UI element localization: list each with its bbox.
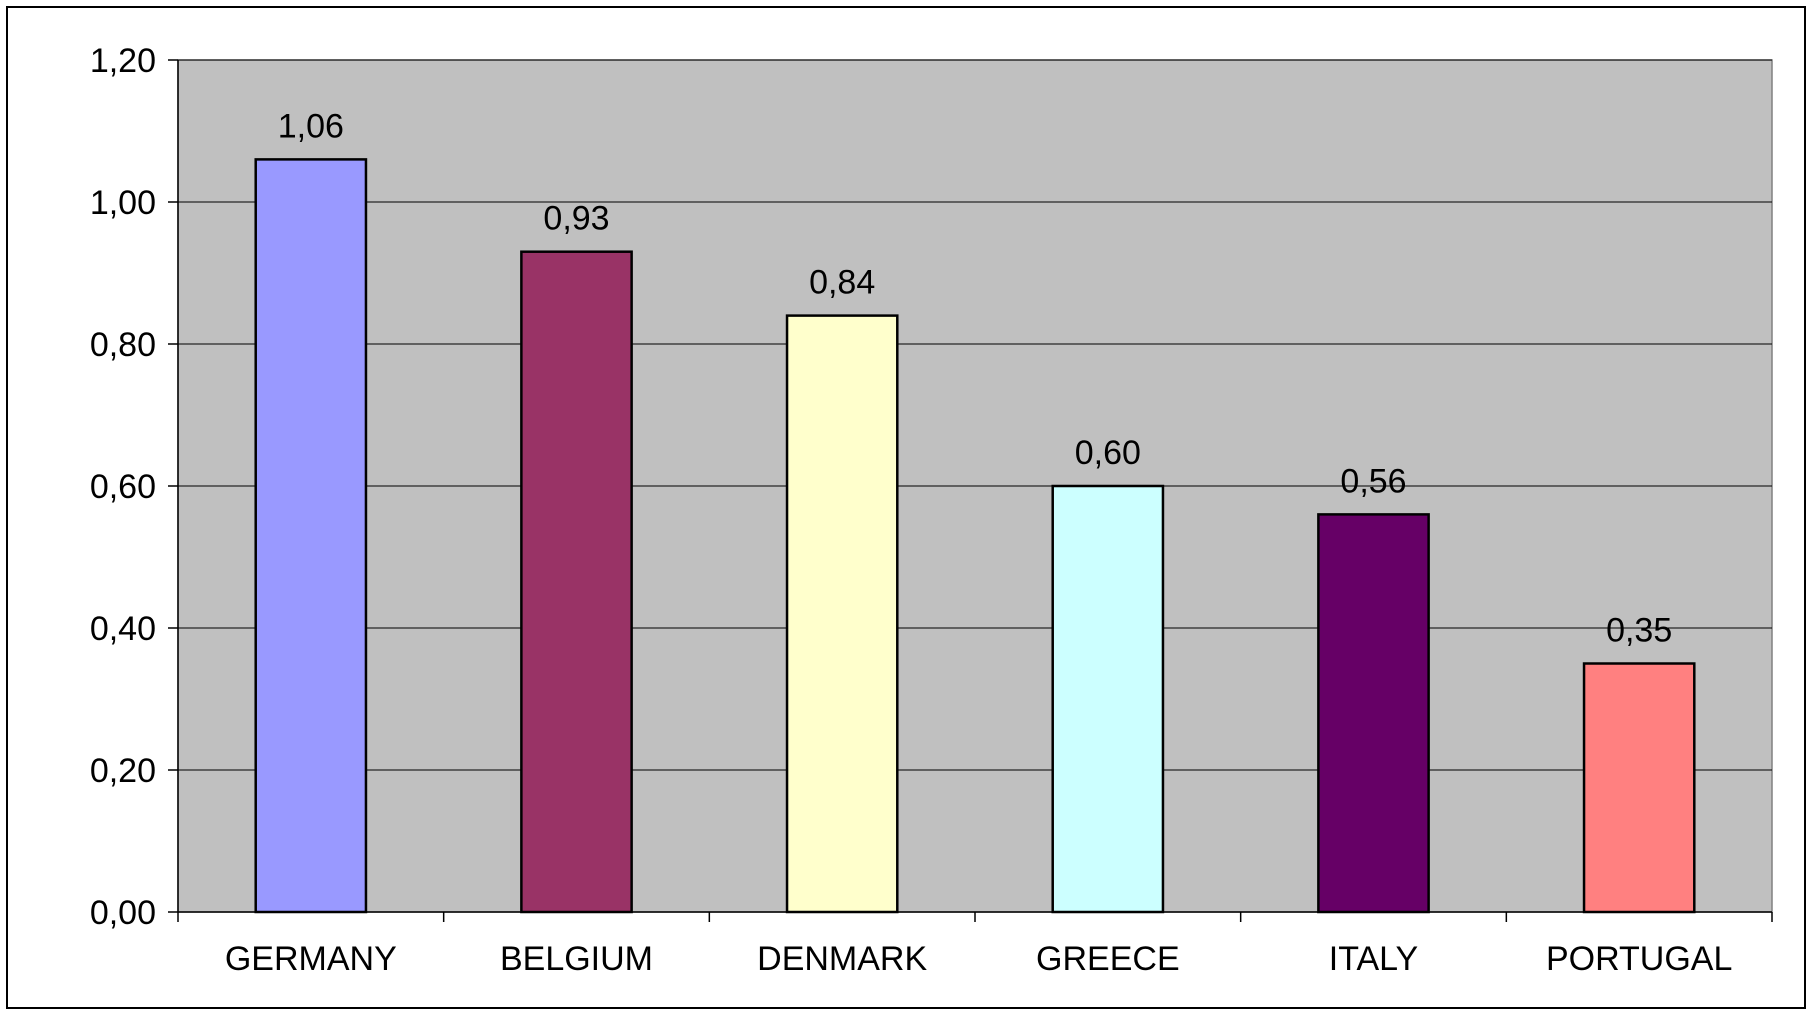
bar-belgium: [520, 250, 633, 914]
value-label-denmark: 0,84: [809, 264, 875, 302]
value-labels: 1,06 0,93 0,84 0,60 0,56 0,35: [278, 107, 1673, 649]
value-label-belgium: 0,93: [543, 200, 609, 238]
value-label-italy: 0,56: [1340, 462, 1406, 500]
y-tick-label: 0,60: [90, 468, 156, 506]
bar-portugal: [1582, 662, 1696, 914]
value-label-germany: 1,06: [278, 107, 344, 145]
y-tick-label: 0,00: [90, 894, 156, 932]
category-label-portugal: PORTUGAL: [1546, 940, 1732, 978]
y-tick-label: 1,20: [90, 42, 156, 80]
value-label-portugal: 0,35: [1606, 612, 1672, 650]
bar-denmark: [785, 314, 899, 914]
y-axis: 0,00 0,20 0,40 0,60 0,80 1,00 1,20: [90, 42, 179, 932]
y-tick-label: 1,00: [90, 184, 156, 222]
bar-greece: [1051, 484, 1165, 914]
value-label-greece: 0,60: [1075, 434, 1141, 472]
category-label-greece: GREECE: [1036, 940, 1180, 978]
category-label-belgium: BELGIUM: [500, 940, 653, 978]
bar-italy: [1317, 513, 1430, 914]
category-label-italy: ITALY: [1329, 940, 1418, 978]
y-tick-label: 0,20: [90, 752, 156, 790]
category-label-denmark: DENMARK: [757, 940, 927, 978]
y-tick-label: 0,80: [90, 326, 156, 364]
x-axis: GERMANY BELGIUM DENMARK GREECE ITALY PORTUGAL: [177, 911, 1773, 978]
grid-lines: [178, 59, 1772, 771]
bars: [254, 158, 1696, 914]
category-label-germany: GERMANY: [225, 940, 397, 978]
bar-chart: 1,06 0,93 0,84 0,60 0,56 0,35 0,00 0,20 0,40 0,6…: [90, 42, 1773, 978]
bar-germany: [254, 158, 368, 914]
y-tick-label: 0,40: [90, 610, 156, 648]
chart-frame: 1,06 0,93 0,84 0,60 0,56 0,35 0,00 0,20 0,40 0,6…: [6, 6, 1806, 1009]
